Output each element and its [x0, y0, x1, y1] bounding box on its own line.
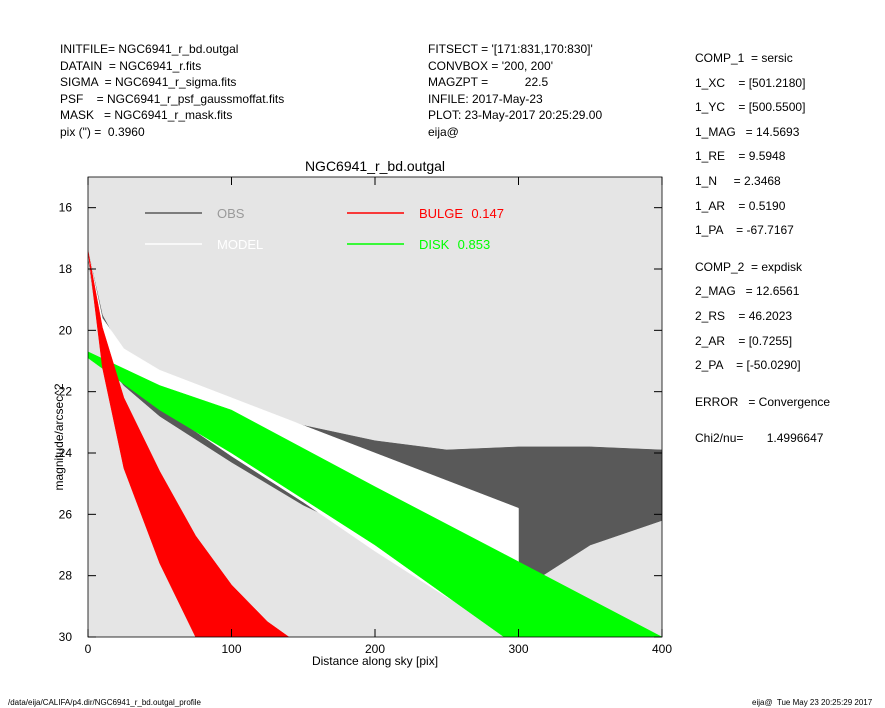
- legend-label: DISK: [419, 237, 450, 252]
- header-line: INITFILE= NGC6941_r_bd.outgal: [60, 42, 239, 56]
- band: [88, 351, 662, 637]
- header-line: MAGZPT = 22.5: [428, 75, 549, 89]
- y-tick-label: 18: [59, 262, 73, 276]
- parameter-line: Chi2/nu= 1.4996647: [695, 431, 824, 446]
- header-line: PSF = NGC6941_r_psf_gaussmoffat.fits: [60, 91, 285, 106]
- y-tick-label: 22: [59, 385, 73, 399]
- band: [88, 250, 290, 637]
- parameter-line: 1_PA = -67.7167: [695, 223, 794, 238]
- x-tick-label: 0: [85, 642, 92, 656]
- header-line: pix (") = 0.3960: [60, 124, 145, 139]
- y-tick-label: 28: [59, 569, 73, 583]
- parameter-line: 1_XC = [501.2180]: [695, 75, 806, 90]
- header-line: DATAIN = NGC6941_r.fits: [60, 58, 202, 73]
- parameter-line: ERROR = Convergence: [695, 394, 831, 409]
- x-tick-label: 100: [221, 642, 241, 656]
- x-axis-label: Distance along sky [pix]: [312, 654, 438, 668]
- parameter-line: 2_PA = [-50.0290]: [695, 358, 801, 373]
- legend-fraction: 0.853: [458, 237, 491, 252]
- header-line: PLOT: 23-May-2017 20:25:29.00: [428, 108, 603, 122]
- header-line: MASK = NGC6941_r_mask.fits: [60, 108, 233, 122]
- header-line: eija@: [428, 124, 459, 139]
- parameter-line: 1_YC = [500.5500]: [695, 100, 806, 115]
- header-line: FITSECT = '[171:831,170:830]': [428, 42, 593, 56]
- y-tick-label: 30: [59, 630, 73, 644]
- parameter-line: COMP_1 = sersic: [695, 51, 793, 65]
- header-line: INFILE: 2017-May-23: [428, 91, 543, 106]
- parameter-line: 2_AR = [0.7255]: [695, 333, 793, 348]
- y-tick-label: 20: [59, 323, 73, 337]
- bands: [88, 250, 662, 637]
- legend-label: OBS: [217, 206, 245, 221]
- legend-label: BULGE: [419, 206, 463, 221]
- header-line: SIGMA = NGC6941_r_sigma.fits: [60, 75, 237, 89]
- parameter-line: 1_N = 2.3468: [695, 174, 781, 188]
- header-line: CONVBOX = '200, 200': [428, 58, 553, 73]
- y-tick-label: 26: [59, 507, 73, 521]
- legend-label: MODEL: [217, 237, 263, 252]
- parameter-line: 1_AR = 0.5190: [695, 198, 786, 213]
- footer-left: /data/eija/CALIFA/p4.dir/NGC6941_r_bd.ou…: [8, 698, 202, 707]
- parameter-line: 1_MAG = 14.5693: [695, 124, 800, 139]
- chart-title: NGC6941_r_bd.outgal: [305, 158, 445, 174]
- x-tick-label: 200: [365, 642, 385, 656]
- y-axis-label: magnitude/arcsec^2: [52, 383, 66, 490]
- x-tick-label: 300: [508, 642, 528, 656]
- y-tick-label: 16: [59, 201, 73, 215]
- legend-fraction: 0.147: [471, 206, 504, 221]
- parameter-line: 1_RE = 9.5948: [695, 149, 786, 164]
- x-tick-label: 400: [652, 642, 672, 656]
- y-tick-label: 24: [59, 446, 73, 460]
- parameter-line: 2_RS = 46.2023: [695, 309, 793, 323]
- parameter-line: COMP_2 = expdisk: [695, 259, 803, 274]
- footer-right: eija@ Tue May 23 20:25:29 2017: [752, 698, 873, 707]
- parameter-line: 2_MAG = 12.6561: [695, 284, 800, 299]
